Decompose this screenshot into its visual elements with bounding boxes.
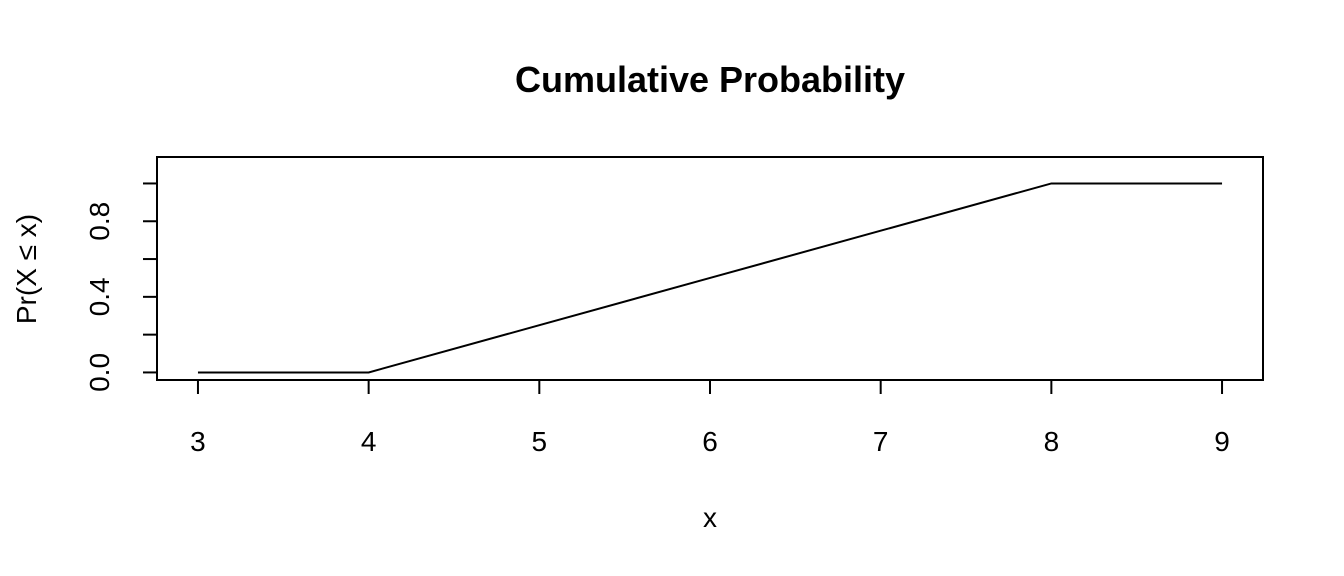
x-axis: 3 4 5 6 7 8 9	[190, 379, 1230, 457]
x-tick-label: 9	[1214, 426, 1230, 457]
x-axis-label: x	[703, 502, 717, 533]
x-tick-label: 7	[873, 426, 889, 457]
y-tick-label: 0.4	[84, 277, 115, 316]
series-group	[197, 182, 1223, 374]
y-axis-label: Pr(X ≤ x)	[11, 214, 42, 324]
chart-title: Cumulative Probability	[515, 59, 905, 100]
x-tick-label: 3	[190, 426, 206, 457]
x-tick-label: 5	[532, 426, 548, 457]
y-tick-label: 0.8	[84, 202, 115, 241]
plot-frame	[156, 156, 1264, 381]
x-tick-label: 6	[702, 426, 718, 457]
y-tick-label: 0.0	[84, 353, 115, 392]
x-tick-label: 4	[361, 426, 377, 457]
x-tick-label: 8	[1044, 426, 1060, 457]
cdf-line	[197, 182, 1223, 374]
y-axis: 0.0 0.4 0.8	[84, 182, 158, 392]
